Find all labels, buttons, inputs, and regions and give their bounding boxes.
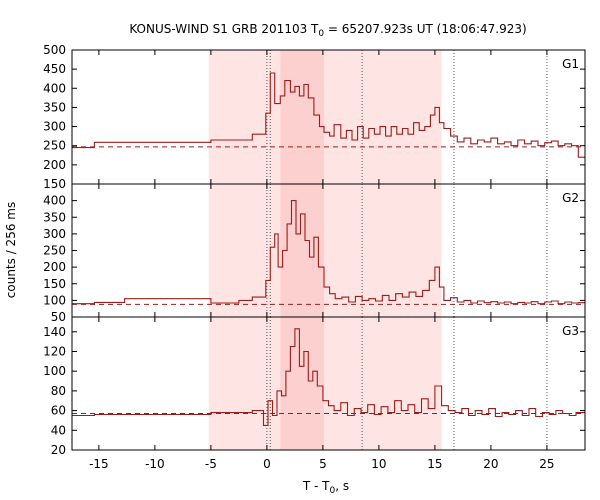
x-tick-label: 15 bbox=[427, 457, 442, 471]
y-tick-label: 60 bbox=[51, 404, 66, 418]
panel-label: G3 bbox=[562, 324, 579, 338]
x-tick-label: -10 bbox=[145, 457, 165, 471]
x-tick-label: -15 bbox=[89, 457, 109, 471]
shaded-region-0 bbox=[208, 50, 442, 184]
y-tick-label: 500 bbox=[43, 43, 66, 57]
x-tick-label: 10 bbox=[371, 457, 386, 471]
y-tick-label: 300 bbox=[43, 120, 66, 134]
panel-label: G1 bbox=[562, 57, 579, 71]
y-tick-label: 400 bbox=[43, 194, 66, 208]
y-tick-label: 80 bbox=[51, 384, 66, 398]
light-curve-g1 bbox=[72, 72, 585, 158]
y-tick-label: 450 bbox=[43, 62, 66, 76]
light-curve-g3 bbox=[72, 328, 585, 426]
x-axis-label: T - T0, s bbox=[302, 479, 349, 496]
panel-g2: 50 100 150 200 250 300 350 400 G2 bbox=[43, 183, 586, 324]
y-tick-label: 20 bbox=[51, 443, 66, 457]
y-tick-label: 150 bbox=[43, 177, 66, 191]
y-tick-label: 200 bbox=[43, 260, 66, 274]
x-tick-label: 20 bbox=[483, 457, 498, 471]
x-tick-label: 0 bbox=[263, 457, 271, 471]
y-tick-label: 100 bbox=[43, 293, 66, 307]
x-tick-label: 25 bbox=[539, 457, 554, 471]
x-tick-label: -5 bbox=[205, 457, 217, 471]
y-tick-label: 250 bbox=[43, 139, 66, 153]
y-tick-label: 150 bbox=[43, 277, 66, 291]
y-tick-label: 250 bbox=[43, 244, 66, 258]
plot-area: 150200250300350400450500G150100150200250… bbox=[43, 43, 586, 471]
y-tick-label: 140 bbox=[43, 325, 66, 339]
x-tick-label: 5 bbox=[319, 457, 327, 471]
y-tick-label: 50 bbox=[51, 310, 66, 324]
light-curve-g2 bbox=[72, 200, 585, 305]
y-tick-label: 350 bbox=[43, 100, 66, 114]
panel-g3: 20 40 60 80 100 120 140 G3 bbox=[43, 316, 586, 457]
y-tick-label: 40 bbox=[51, 423, 66, 437]
y-tick-label: 400 bbox=[43, 81, 66, 95]
y-tick-label: 100 bbox=[43, 364, 66, 378]
panel-g1: 150 200 250 300 350 400 450 500 G1 bbox=[43, 43, 586, 191]
y-axis-label: counts / 256 ms bbox=[4, 202, 18, 298]
shaded-region-1 bbox=[280, 50, 325, 184]
shaded-region-0 bbox=[208, 317, 442, 450]
y-tick-label: 120 bbox=[43, 344, 66, 358]
panel-frame bbox=[71, 316, 586, 451]
shaded-region-1 bbox=[280, 317, 325, 450]
panel-label: G2 bbox=[562, 191, 579, 205]
y-tick-label: 350 bbox=[43, 210, 66, 224]
chart-title: KONUS-WIND S1 GRB 201103 T0 = 65207.923s… bbox=[129, 22, 526, 39]
y-tick-label: 300 bbox=[43, 227, 66, 241]
y-tick-label: 200 bbox=[43, 158, 66, 172]
